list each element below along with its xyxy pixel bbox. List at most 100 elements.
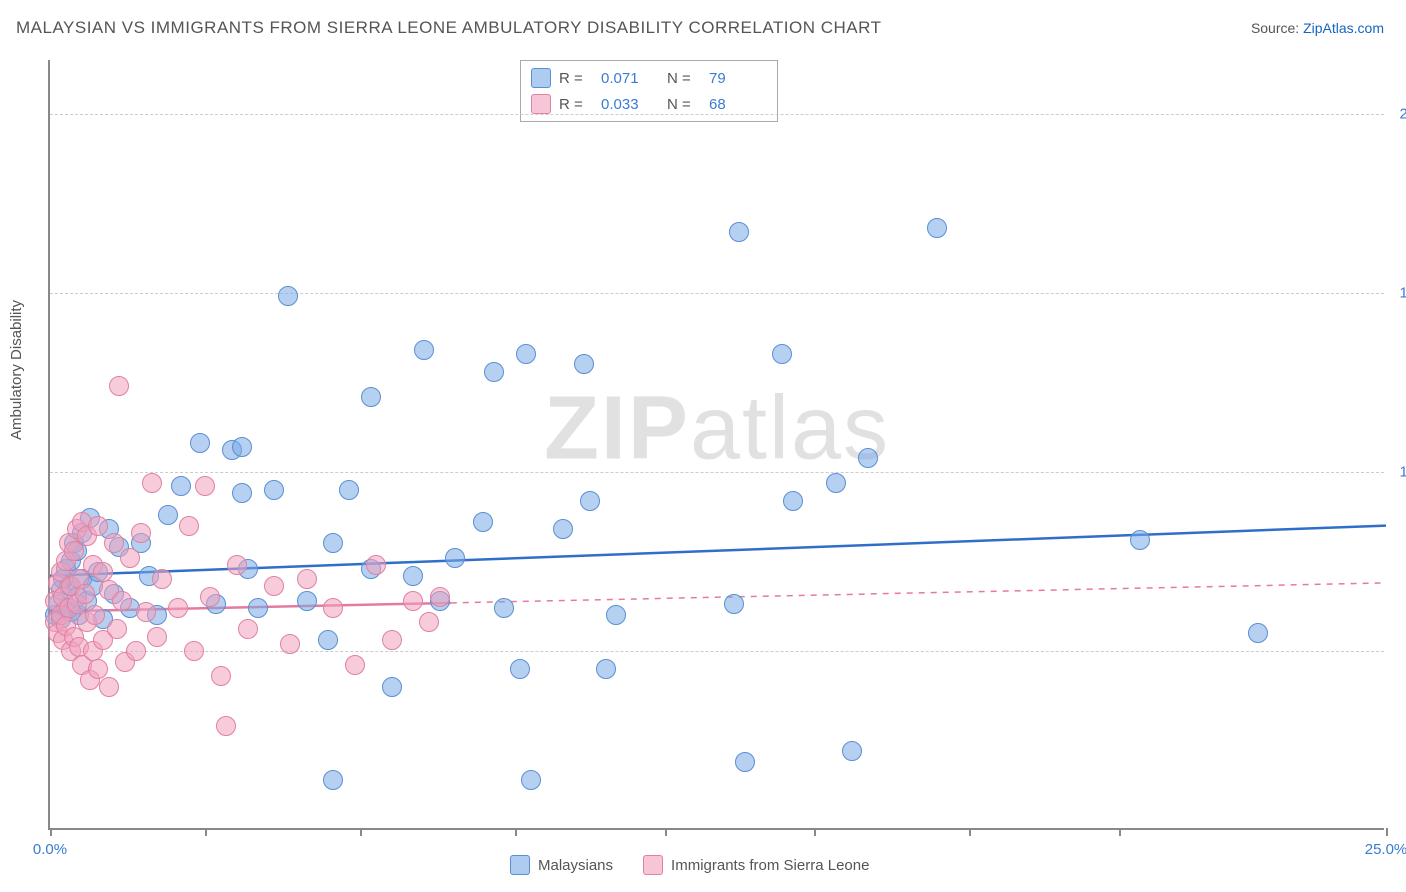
data-point (484, 362, 504, 382)
data-point (361, 387, 381, 407)
r-value: 0.071 (601, 70, 659, 87)
data-point (729, 222, 749, 242)
data-point (112, 591, 132, 611)
data-point (195, 476, 215, 496)
r-label: R = (559, 70, 593, 87)
data-point (232, 437, 252, 457)
data-point (366, 555, 386, 575)
data-point (606, 605, 626, 625)
data-point (580, 491, 600, 511)
data-point (88, 659, 108, 679)
source-link[interactable]: ZipAtlas.com (1303, 20, 1384, 36)
data-point (126, 641, 146, 661)
data-point (553, 519, 573, 539)
n-value: 79 (709, 70, 767, 87)
data-point (473, 512, 493, 532)
data-point (323, 770, 343, 790)
data-point (280, 634, 300, 654)
legend-series: Malaysians Immigrants from Sierra Leone (510, 855, 869, 875)
data-point (318, 630, 338, 650)
data-point (1248, 623, 1268, 643)
data-point (826, 473, 846, 493)
data-point (510, 659, 530, 679)
data-point (735, 752, 755, 772)
data-point (109, 376, 129, 396)
gridline (50, 293, 1384, 294)
data-point (190, 433, 210, 453)
data-point (131, 523, 151, 543)
data-point (596, 659, 616, 679)
data-point (445, 548, 465, 568)
r-label: R = (559, 96, 593, 113)
x-tick (665, 828, 667, 836)
data-point (168, 598, 188, 618)
chart-container: MALAYSIAN VS IMMIGRANTS FROM SIERRA LEON… (0, 0, 1406, 892)
data-point (419, 612, 439, 632)
x-tick (50, 828, 52, 836)
legend-stats-row: R = 0.071 N = 79 (531, 65, 767, 91)
data-point (858, 448, 878, 468)
swatch-blue (510, 855, 530, 875)
legend-stats: R = 0.071 N = 79 R = 0.033 N = 68 (520, 60, 778, 122)
data-point (238, 619, 258, 639)
data-point (216, 716, 236, 736)
x-tick (360, 828, 362, 836)
data-point (339, 480, 359, 500)
x-tick (205, 828, 207, 836)
legend-label: Immigrants from Sierra Leone (671, 857, 869, 874)
data-point (494, 598, 514, 618)
data-point (382, 630, 402, 650)
data-point (297, 569, 317, 589)
source-attribution: Source: ZipAtlas.com (1251, 20, 1384, 36)
x-tick (515, 828, 517, 836)
legend-item: Immigrants from Sierra Leone (643, 855, 869, 875)
data-point (345, 655, 365, 675)
chart-title: MALAYSIAN VS IMMIGRANTS FROM SIERRA LEON… (16, 18, 882, 38)
source-label: Source: (1251, 20, 1299, 36)
n-value: 68 (709, 96, 767, 113)
data-point (1130, 530, 1150, 550)
data-point (107, 619, 127, 639)
gridline (50, 651, 1384, 652)
data-point (104, 533, 124, 553)
n-label: N = (667, 70, 701, 87)
data-point (783, 491, 803, 511)
data-point (724, 594, 744, 614)
swatch-pink (531, 94, 551, 114)
gridline (50, 472, 1384, 473)
data-point (297, 591, 317, 611)
data-point (248, 598, 268, 618)
data-point (403, 566, 423, 586)
data-point (120, 548, 140, 568)
data-point (842, 741, 862, 761)
data-point (574, 354, 594, 374)
data-point (430, 587, 450, 607)
x-tick-label: 25.0% (1365, 841, 1406, 858)
y-tick-label: 15.0% (1399, 284, 1406, 301)
data-point (142, 473, 162, 493)
gridline (50, 114, 1384, 115)
data-point (264, 480, 284, 500)
r-value: 0.033 (601, 96, 659, 113)
data-point (382, 677, 402, 697)
x-tick (1119, 828, 1121, 836)
data-point (927, 218, 947, 238)
data-point (227, 555, 247, 575)
x-tick-label: 0.0% (33, 841, 67, 858)
data-point (85, 605, 105, 625)
data-point (232, 483, 252, 503)
data-point (403, 591, 423, 611)
legend-item: Malaysians (510, 855, 613, 875)
data-point (264, 576, 284, 596)
data-point (200, 587, 220, 607)
plot-area: ZIPatlas R = 0.071 N = 79 R = 0.033 N = … (48, 60, 1384, 830)
data-point (323, 533, 343, 553)
data-point (184, 641, 204, 661)
data-point (521, 770, 541, 790)
data-point (278, 286, 298, 306)
y-tick-label: 20.0% (1399, 105, 1406, 122)
data-point (152, 569, 172, 589)
data-point (211, 666, 231, 686)
data-point (136, 602, 156, 622)
x-tick (969, 828, 971, 836)
